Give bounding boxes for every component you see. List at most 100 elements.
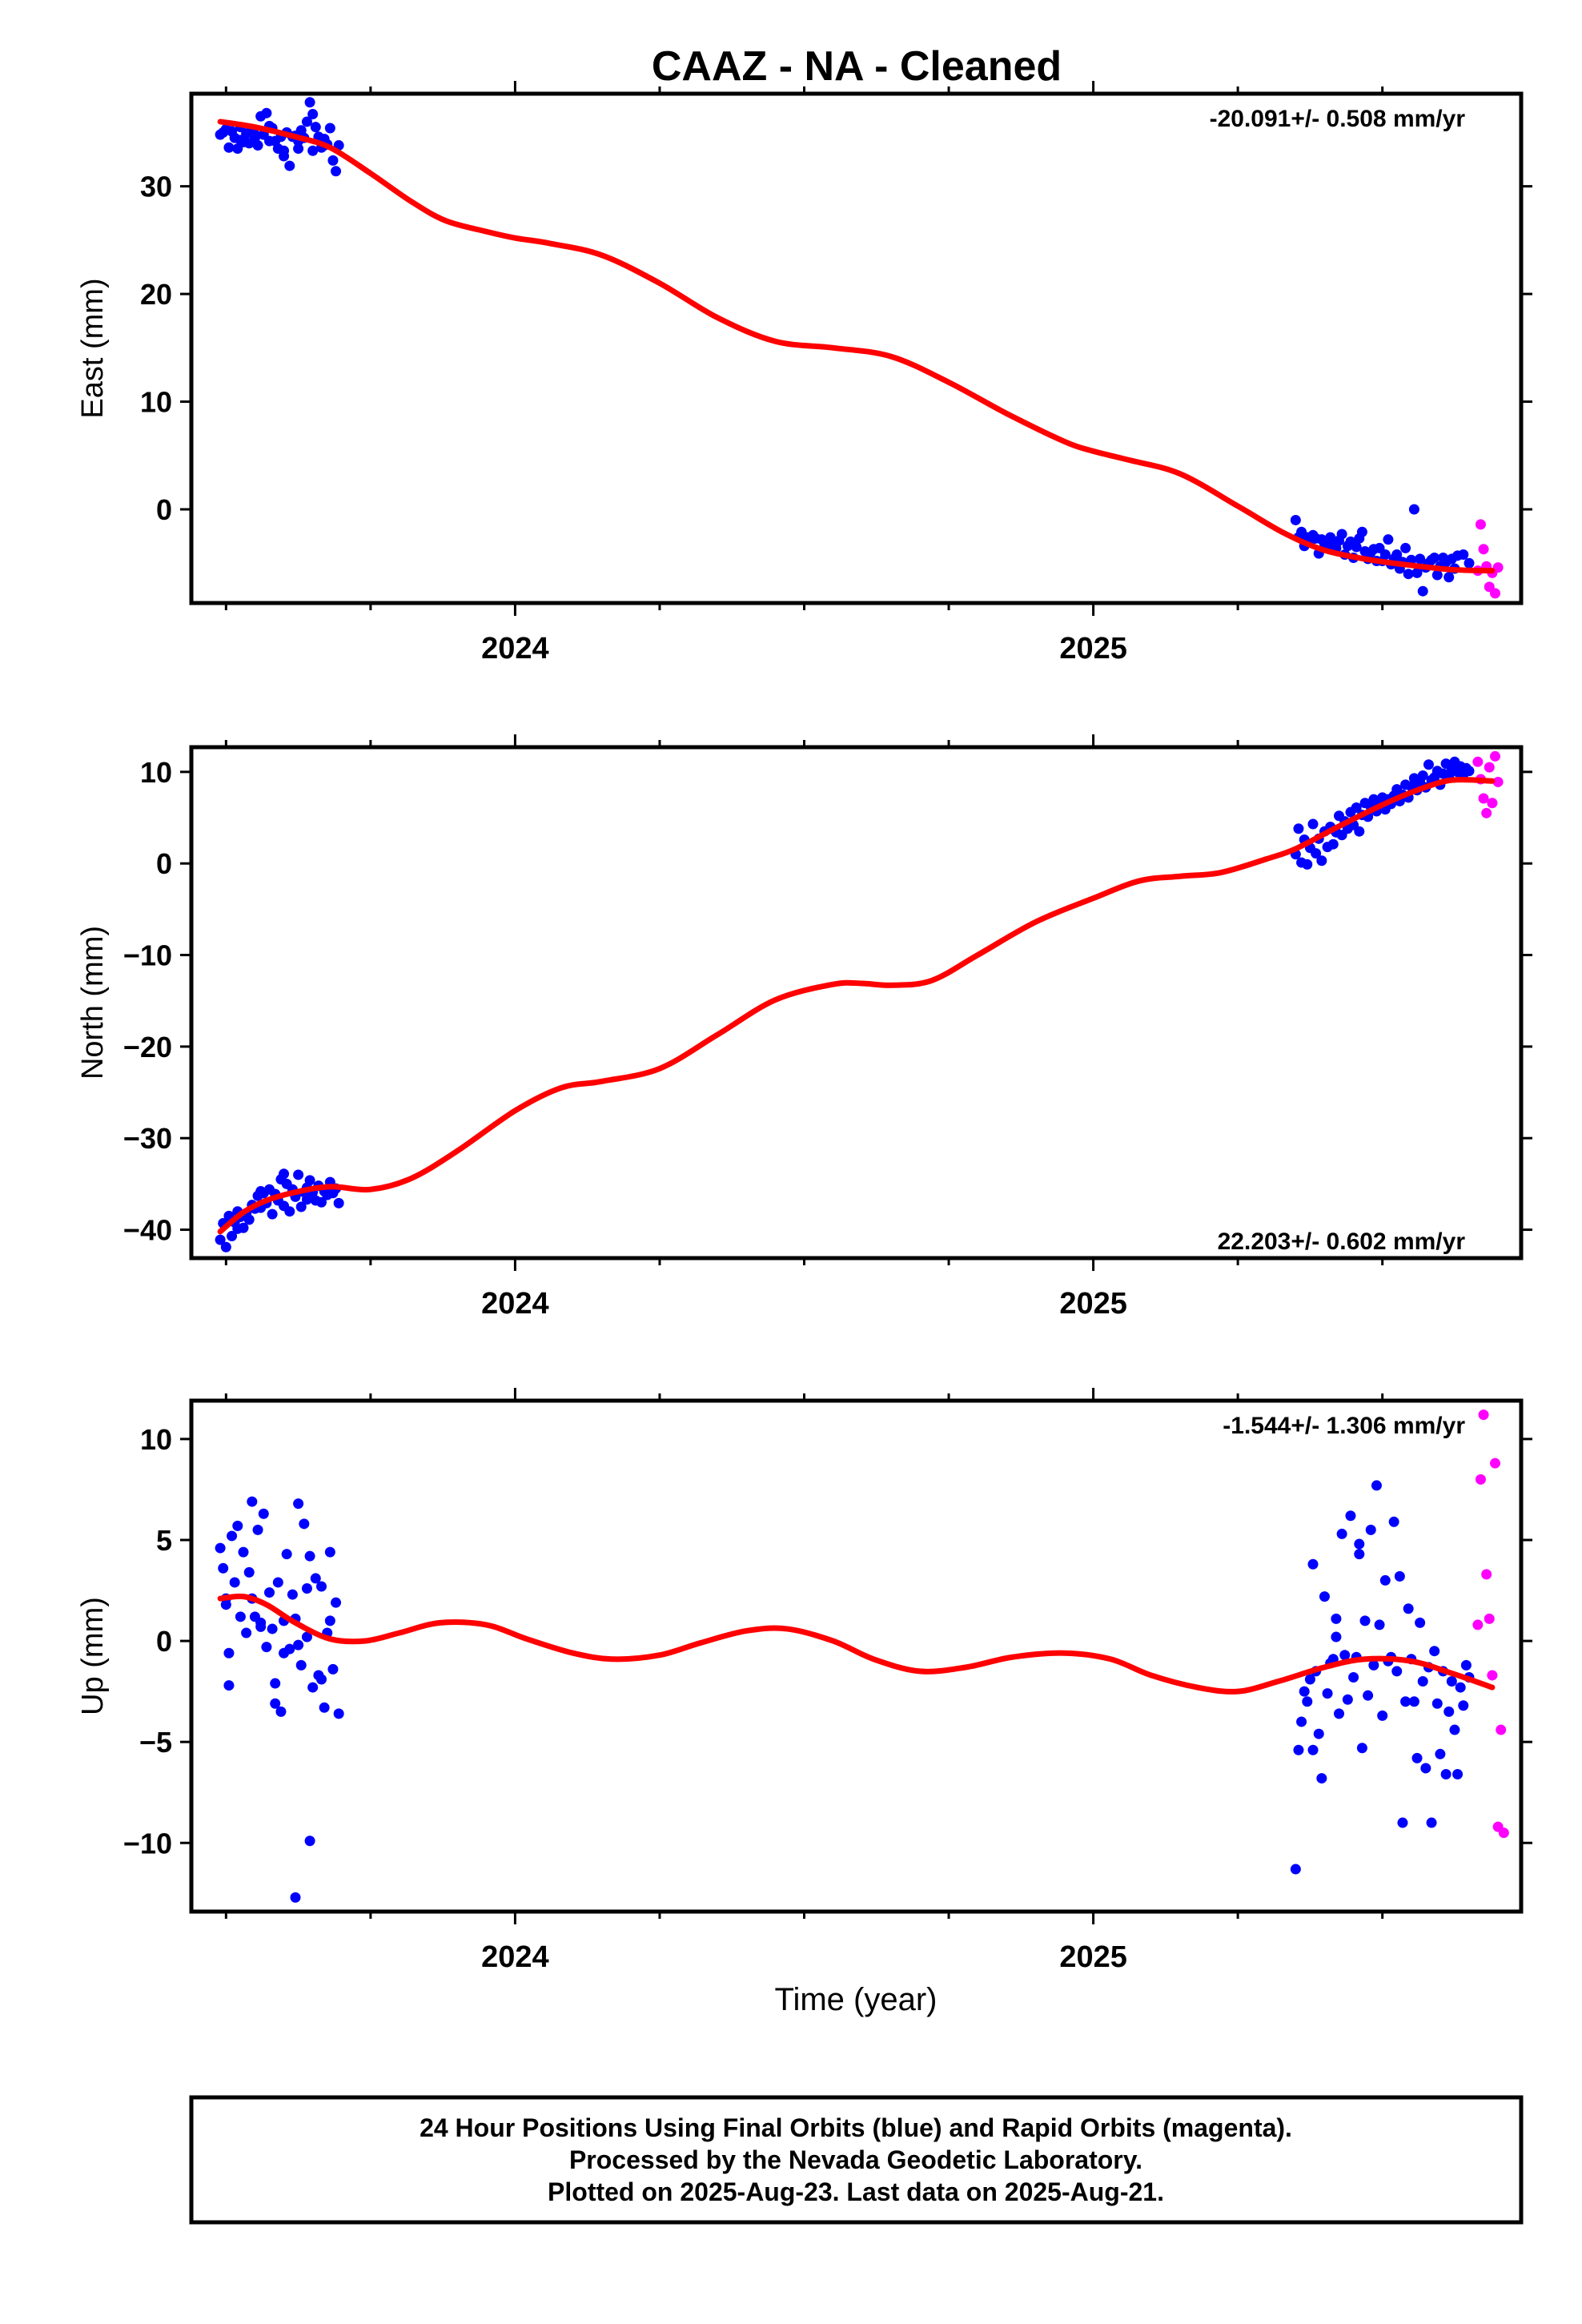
up-final-point xyxy=(1296,1716,1307,1727)
up-final-point xyxy=(1331,1631,1342,1642)
up-final-point xyxy=(1307,1558,1319,1570)
north-final-point xyxy=(1423,759,1434,770)
up-final-point xyxy=(1458,1700,1469,1711)
north-final-point xyxy=(333,1197,344,1208)
east-final-point xyxy=(1356,526,1367,537)
up-final-point xyxy=(1334,1708,1345,1719)
north-final-point xyxy=(220,1241,231,1252)
east-final-point xyxy=(331,166,342,177)
up-final-point xyxy=(1290,1864,1301,1875)
up-final-point xyxy=(1417,1676,1428,1687)
up-final-point xyxy=(324,1615,335,1626)
east-fit-curve xyxy=(217,119,1496,574)
up-rate-label: -1.544+/- 1.306 mm/yr xyxy=(1223,1413,1465,1439)
up-xtick-label: 2025 xyxy=(1059,1940,1127,1974)
up-final-point xyxy=(1455,1682,1466,1693)
up-final-point xyxy=(1460,1659,1472,1671)
up-final-point xyxy=(310,1573,321,1584)
up-final-point xyxy=(218,1562,229,1574)
footer-line-2: Processed by the Nevada Geodetic Laborat… xyxy=(569,2145,1142,2174)
up-final-point xyxy=(1313,1728,1324,1739)
up-final-point xyxy=(1356,1743,1367,1754)
east-series-final xyxy=(215,97,1475,597)
north-series-final xyxy=(215,756,1475,1252)
east-rapid-point xyxy=(1492,562,1504,573)
north-final-point xyxy=(227,1231,238,1242)
east-panel: 0 10 20 30 2024 2025 East (mm) -20.091+/- 0.508… xyxy=(76,81,1532,665)
east-final-point xyxy=(1383,534,1394,545)
east-final-point xyxy=(235,135,246,146)
up-final-point xyxy=(255,1617,267,1628)
up-panel: −10 −5 0 5 10 2024 2025 Up (mm) -1.544+/- 1.306 … xyxy=(76,1388,1532,1974)
east-series-rapid xyxy=(1472,519,1504,599)
up-final-point xyxy=(241,1627,252,1638)
north-final-point xyxy=(1417,770,1428,781)
up-final-point xyxy=(1316,1773,1327,1784)
east-final-point xyxy=(284,160,295,171)
up-final-point xyxy=(1415,1617,1426,1628)
up-final-point xyxy=(229,1577,240,1588)
up-final-point xyxy=(258,1508,269,1519)
north-final-point xyxy=(315,1196,327,1208)
up-final-point xyxy=(1336,1528,1347,1539)
up-final-point xyxy=(1293,1744,1304,1755)
up-final-point xyxy=(333,1708,344,1719)
up-series-rapid xyxy=(1472,1409,1509,1839)
north-final-point xyxy=(1293,823,1304,834)
up-fit-curve xyxy=(217,1593,1496,1695)
up-final-point xyxy=(1354,1549,1365,1560)
north-rapid-point xyxy=(1481,807,1492,818)
up-final-point xyxy=(315,1674,327,1685)
east-final-point xyxy=(252,140,263,151)
east-final-point xyxy=(324,123,335,134)
east-final-point xyxy=(304,97,315,108)
up-final-point xyxy=(252,1524,263,1535)
up-final-point xyxy=(281,1549,292,1560)
east-final-point xyxy=(310,122,321,133)
north-ytick-label: −30 xyxy=(123,1122,172,1155)
north-rapid-point xyxy=(1484,762,1495,773)
north-ytick-label: −40 xyxy=(123,1214,172,1247)
up-ytick-label: 10 xyxy=(140,1423,172,1456)
east-rapid-point xyxy=(1475,519,1486,530)
east-xtick-label: 2024 xyxy=(481,632,549,665)
up-final-point xyxy=(247,1496,258,1507)
east-final-point xyxy=(1336,529,1347,540)
north-final-point xyxy=(301,1194,312,1205)
up-final-point xyxy=(293,1498,304,1510)
footer-line-1: 24 Hour Positions Using Final Orbits (bl… xyxy=(420,2113,1292,2142)
up-rapid-point xyxy=(1490,1458,1501,1469)
north-final-point xyxy=(1311,848,1322,859)
up-final-point xyxy=(223,1647,235,1659)
up-final-point xyxy=(1440,1769,1452,1780)
up-final-point xyxy=(287,1589,298,1600)
north-final-point xyxy=(1316,855,1327,866)
up-final-point xyxy=(304,1550,315,1562)
east-final-point xyxy=(1431,569,1443,581)
up-final-point xyxy=(267,1623,278,1634)
up-final-point xyxy=(327,1663,339,1675)
north-final-point xyxy=(1307,818,1319,830)
up-ytick-label: −5 xyxy=(139,1726,172,1759)
east-final-point xyxy=(1443,572,1455,583)
north-rapid-point xyxy=(1478,793,1489,804)
up-final-point xyxy=(1449,1724,1460,1735)
north-final-point xyxy=(243,1214,255,1225)
up-final-point xyxy=(324,1546,335,1558)
north-final-point xyxy=(1302,858,1313,870)
up-xtick-label: 2024 xyxy=(481,1940,549,1974)
north-final-point xyxy=(255,1186,267,1197)
east-final-point xyxy=(1379,549,1391,560)
up-final-point xyxy=(1359,1615,1371,1626)
up-final-point xyxy=(1411,1752,1423,1763)
east-rate-label: -20.091+/- 0.508 mm/yr xyxy=(1210,106,1466,132)
north-ytick-label: −20 xyxy=(123,1031,172,1063)
up-final-point xyxy=(1420,1763,1431,1774)
east-final-point xyxy=(1458,549,1469,560)
up-final-point xyxy=(238,1546,249,1558)
up-final-point xyxy=(1302,1696,1313,1707)
up-final-point xyxy=(1394,1570,1405,1582)
up-rapid-point xyxy=(1475,1474,1486,1485)
up-final-point xyxy=(1342,1694,1353,1705)
up-final-point xyxy=(319,1702,330,1713)
